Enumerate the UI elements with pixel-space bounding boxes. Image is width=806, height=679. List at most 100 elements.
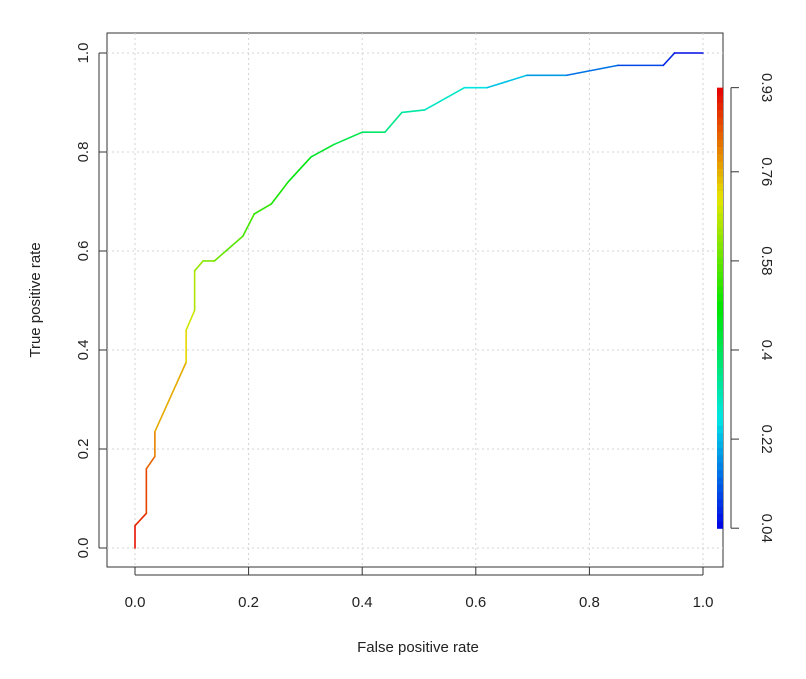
x-tick-label: 0.4 <box>352 594 373 611</box>
roc-curve-segment <box>310 143 335 158</box>
y-tick-label: 0.4 <box>75 340 92 361</box>
colorbar-swatch <box>717 131 723 140</box>
colorbar-swatch <box>717 454 723 463</box>
colorbar-swatch <box>717 249 723 258</box>
x-tick-label: 0.0 <box>125 594 146 611</box>
roc-curve-segment <box>154 361 187 433</box>
colorbar: 0.04 0.22 0.4 0.58 0.76 0.93 <box>717 73 775 543</box>
colorbar-swatch <box>717 344 723 353</box>
colorbar-swatch <box>717 227 723 236</box>
colorbar-swatch <box>717 109 723 118</box>
colorbar-tick-label: 0.58 <box>758 246 775 275</box>
colorbar-swatch <box>717 153 723 162</box>
y-axis-title: True positive rate <box>27 242 44 357</box>
colorbar-swatch <box>717 271 723 280</box>
roc-curve-segment <box>662 52 676 67</box>
x-tick-label: 1.0 <box>693 594 714 611</box>
y-tick-label: 0.6 <box>75 241 92 262</box>
colorbar-swatch <box>717 425 723 434</box>
colorbar-swatch <box>717 183 723 192</box>
roc-curve-segment <box>270 180 290 205</box>
colorbar-swatch <box>717 447 723 456</box>
roc-curve-segment <box>332 131 364 146</box>
colorbar-swatch <box>717 513 723 522</box>
x-tick-label: 0.6 <box>465 594 486 611</box>
y-tick-label: 1.0 <box>75 43 92 64</box>
x-axis-title: False positive rate <box>357 639 479 656</box>
roc-curve-segment <box>384 111 403 133</box>
colorbar-swatch <box>717 139 723 147</box>
colorbar-swatch <box>717 293 723 302</box>
colorbar-swatch <box>717 300 723 309</box>
colorbar-swatch <box>717 175 723 184</box>
colorbar-swatch <box>717 491 723 500</box>
colorbar-swatch <box>717 366 723 375</box>
colorbar-swatch <box>717 484 723 493</box>
colorbar-swatch <box>717 307 723 316</box>
colorbar-swatch <box>717 256 723 265</box>
colorbar-tick-label: 0.04 <box>758 514 775 543</box>
colorbar-swatch <box>717 161 723 170</box>
colorbar-swatch <box>717 205 723 214</box>
roc-curve-segment <box>486 74 528 89</box>
colorbar-swatch <box>717 520 723 529</box>
colorbar-tick-label: 0.22 <box>758 424 775 453</box>
x-tick-label: 0.2 <box>238 594 259 611</box>
colorbar-swatch <box>717 432 723 441</box>
colorbar-swatch <box>717 315 723 324</box>
colorbar-swatch <box>717 440 723 449</box>
colorbar-swatch <box>717 285 723 294</box>
colorbar-tick-label: 0.4 <box>758 340 775 361</box>
colorbar-swatch <box>717 359 723 368</box>
roc-curve-segment <box>401 109 426 114</box>
colorbar-swatch <box>717 146 723 155</box>
colorbar-tick-label: 0.93 <box>758 73 775 102</box>
colorbar-swatch <box>717 322 723 331</box>
colorbar-swatch <box>717 462 723 471</box>
colorbar-swatch <box>717 263 723 272</box>
plot-area-box <box>106 32 724 568</box>
colorbar-swatch <box>717 124 723 133</box>
roc-curve-segment <box>145 455 156 470</box>
colorbar-swatch <box>717 212 723 221</box>
colorbar-swatch <box>717 381 723 390</box>
roc-curve-segment <box>134 512 148 527</box>
grid-lines <box>107 33 723 567</box>
roc-curve-segment <box>225 235 244 252</box>
colorbar-swatch <box>717 278 723 287</box>
colorbar-swatch <box>717 197 723 206</box>
y-tick-label: 0.2 <box>75 439 92 460</box>
y-axis: 0.0 0.2 0.4 0.6 0.8 1.0 <box>75 43 107 559</box>
colorbar-swatch <box>717 329 723 338</box>
x-tick-label: 0.8 <box>579 594 600 611</box>
roc-curve-segment <box>185 309 196 332</box>
colorbar-swatch <box>717 469 723 478</box>
colorbar-swatch <box>717 219 723 228</box>
y-tick-label: 0.8 <box>75 142 92 163</box>
colorbar-swatch <box>717 234 723 243</box>
colorbar-swatch <box>717 388 723 397</box>
x-axis: 0.0 0.2 0.4 0.6 0.8 1.0 <box>125 567 714 611</box>
colorbar-swatch <box>717 94 723 103</box>
colorbar-swatch <box>717 498 723 507</box>
colorbar-swatch <box>717 418 723 427</box>
colorbar-swatch <box>717 476 723 485</box>
colorbar-swatch <box>717 168 723 177</box>
colorbar-swatch <box>717 337 723 346</box>
roc-curve-segment <box>213 250 227 262</box>
colorbar-swatch <box>717 190 723 199</box>
colorbar-swatch <box>717 403 723 412</box>
colorbar-swatch <box>717 410 723 419</box>
colorbar-swatch <box>717 87 723 96</box>
y-tick-label: 0.0 <box>75 538 92 559</box>
colorbar-swatch <box>717 117 723 125</box>
roc-curve-segment <box>253 203 273 215</box>
colorbar-swatch <box>717 241 723 250</box>
colorbar-swatch <box>717 506 723 515</box>
roc-curve <box>134 52 704 549</box>
colorbar-swatch <box>717 351 723 360</box>
roc-curve-segment <box>565 64 619 77</box>
roc-curve-segment <box>193 260 204 272</box>
